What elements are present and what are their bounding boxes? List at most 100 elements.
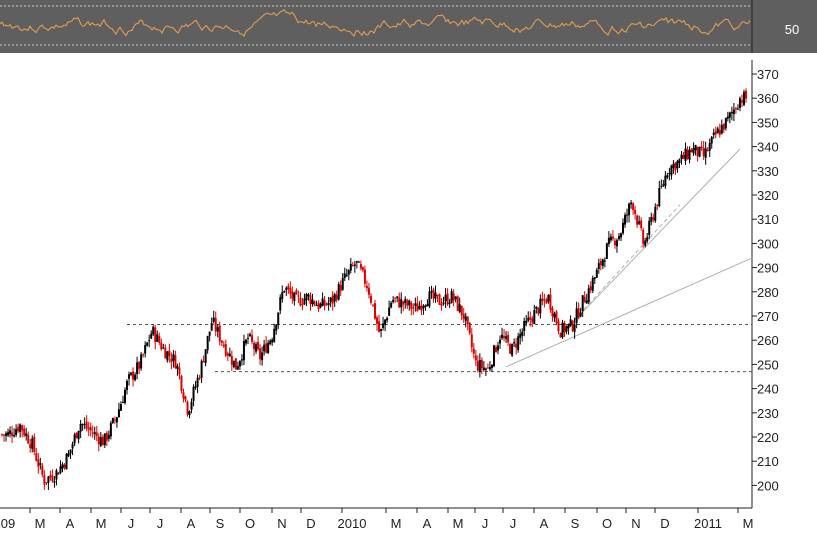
candle-body xyxy=(634,209,637,214)
candle xyxy=(7,428,10,438)
candle xyxy=(37,453,40,474)
candle xyxy=(297,290,300,304)
candle xyxy=(75,432,78,439)
candle-body xyxy=(335,294,338,300)
candle-body xyxy=(394,297,397,299)
candle xyxy=(434,285,437,303)
candle-body xyxy=(426,304,429,307)
candle xyxy=(622,218,625,236)
y-tick-label: 220 xyxy=(757,430,779,445)
candle xyxy=(305,292,308,307)
candle xyxy=(476,355,479,373)
candle-body xyxy=(7,432,10,436)
candle xyxy=(724,117,727,131)
candle xyxy=(47,476,50,490)
candle-body xyxy=(128,374,131,379)
candle-body xyxy=(406,300,409,306)
candle-body xyxy=(414,303,417,307)
candle-body xyxy=(281,292,284,299)
candle xyxy=(206,335,209,354)
candle xyxy=(63,463,66,470)
candle-body xyxy=(367,287,370,295)
candle-body xyxy=(285,287,288,291)
candle-body xyxy=(329,297,332,302)
candle-body xyxy=(515,343,518,348)
candle xyxy=(93,426,96,440)
x-tick-label: 2011 xyxy=(694,516,722,531)
candle xyxy=(359,260,362,271)
candle xyxy=(458,297,461,314)
candle xyxy=(287,283,290,294)
candle xyxy=(492,344,495,368)
candle-body xyxy=(69,449,72,454)
candle xyxy=(378,314,381,333)
candle xyxy=(579,307,582,318)
candle-body xyxy=(553,313,556,318)
candle xyxy=(295,288,298,295)
candle xyxy=(541,291,544,306)
candle-body xyxy=(190,401,193,410)
candle xyxy=(220,339,223,347)
candle xyxy=(583,291,586,303)
candle xyxy=(488,360,491,372)
candle xyxy=(480,357,483,375)
candle-body xyxy=(111,418,114,423)
candle-body xyxy=(380,329,383,331)
candle-body xyxy=(674,162,677,171)
candle-body xyxy=(15,429,18,435)
candle-body xyxy=(422,305,425,309)
candle-body xyxy=(172,354,175,361)
candle-body xyxy=(214,318,217,332)
candle-body xyxy=(158,336,161,343)
candle-body xyxy=(585,300,588,304)
candle xyxy=(515,337,518,355)
candle-body xyxy=(511,344,514,356)
candle-body xyxy=(45,482,48,484)
oscillator-background xyxy=(0,0,752,53)
candle-body xyxy=(724,117,727,129)
candle-body xyxy=(609,236,612,241)
candle-body xyxy=(47,476,50,483)
candle xyxy=(674,161,677,175)
candle-body xyxy=(307,294,310,297)
candle xyxy=(160,338,163,351)
candle-body xyxy=(660,185,663,187)
y-tick-label: 250 xyxy=(757,357,779,372)
candle-body xyxy=(662,184,665,186)
candle xyxy=(573,317,576,339)
candle-body xyxy=(33,436,36,452)
candle xyxy=(51,469,54,483)
candle-body xyxy=(658,187,661,207)
candle xyxy=(537,306,540,316)
candle-body xyxy=(246,337,249,339)
candle-body xyxy=(1,434,3,436)
candle-body xyxy=(61,464,64,469)
candle xyxy=(668,167,671,181)
candle-body xyxy=(575,308,578,324)
candle-body xyxy=(148,340,151,342)
candle-body xyxy=(567,323,570,329)
candle xyxy=(628,202,631,223)
candle-body xyxy=(611,236,614,239)
candle xyxy=(228,347,231,357)
candle-body xyxy=(517,336,520,351)
candle-body xyxy=(154,327,157,343)
candle-body xyxy=(507,334,510,343)
candle-body xyxy=(301,303,304,305)
candle-body xyxy=(327,302,330,306)
candle-body xyxy=(460,305,463,316)
candle-body xyxy=(19,424,22,433)
candle-body xyxy=(388,307,391,316)
candle xyxy=(601,258,604,270)
candle xyxy=(682,152,685,159)
candle xyxy=(664,171,667,189)
candle xyxy=(57,471,60,475)
candle xyxy=(79,419,82,439)
candle-body xyxy=(3,434,6,436)
candle xyxy=(740,94,743,108)
candle-body xyxy=(494,347,497,353)
candle xyxy=(388,300,391,316)
candle xyxy=(85,415,88,432)
candle xyxy=(105,431,108,447)
candle xyxy=(700,141,703,151)
